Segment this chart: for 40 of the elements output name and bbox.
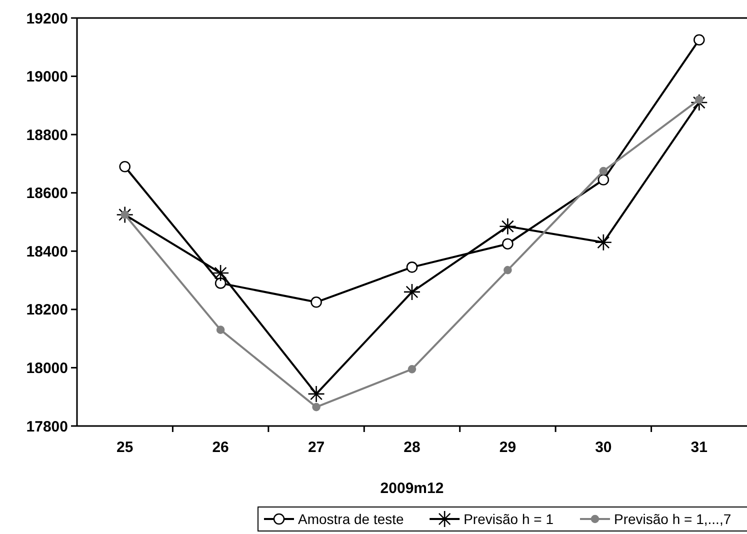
point	[406, 262, 418, 273]
x-axis-title: 2009m12	[380, 480, 444, 497]
point	[312, 402, 320, 412]
point	[214, 278, 226, 289]
point	[594, 234, 612, 252]
legend-label: Previsão h = 1,...,7	[614, 510, 732, 527]
x-tick-label: 30	[595, 439, 612, 456]
point	[499, 218, 516, 236]
point	[308, 385, 325, 403]
point	[403, 283, 421, 301]
point	[120, 210, 130, 219]
point	[690, 94, 708, 112]
y-tick-label: 18000	[26, 360, 68, 377]
point	[116, 206, 134, 224]
x-tick-label: 25	[116, 439, 134, 456]
y-tick-label: 18400	[26, 243, 68, 260]
point	[693, 34, 705, 46]
x-tick-label: 29	[499, 439, 516, 456]
point	[408, 365, 416, 374]
point	[502, 238, 514, 250]
x-tick-label: 26	[212, 439, 229, 456]
point	[212, 264, 230, 282]
point	[599, 166, 608, 176]
point	[216, 326, 225, 334]
legend-label: Amostra de teste	[298, 510, 404, 527]
point	[598, 174, 610, 186]
x-tick-label: 31	[690, 439, 708, 456]
y-tick-label: 18800	[26, 126, 68, 144]
x-tick-label: 27	[308, 439, 325, 456]
point	[504, 266, 512, 274]
y-tick-label: 17800	[26, 418, 68, 436]
point	[310, 296, 322, 308]
y-tick-label: 18200	[26, 302, 68, 319]
legend-label: Previsão h = 1	[464, 510, 554, 527]
point	[694, 95, 704, 104]
y-tick-label: 19200	[26, 10, 68, 28]
y-tick-label: 19000	[26, 68, 68, 86]
x-tick-label: 28	[404, 439, 420, 456]
y-tick-label: 18600	[26, 185, 68, 202]
point	[119, 160, 131, 172]
